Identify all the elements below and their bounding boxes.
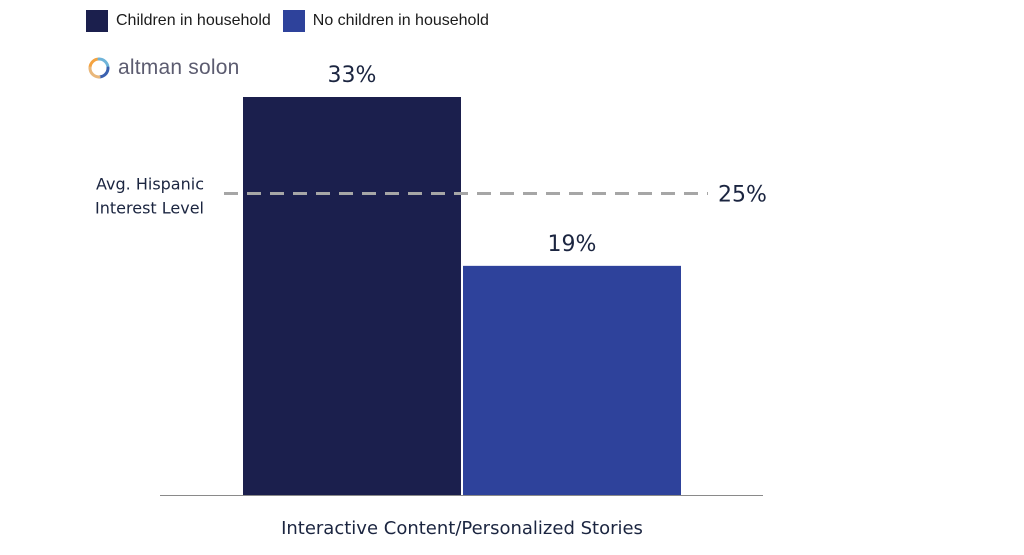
legend-swatch-no-children xyxy=(282,10,305,32)
category-label: Interactive Content/Personalized Stories xyxy=(281,518,643,539)
bar-no-children xyxy=(463,265,681,495)
bar-value-label-children: 33% xyxy=(328,63,377,88)
bars-group: 33% 19% xyxy=(243,63,681,495)
avg-reference-value-label: 25% xyxy=(718,182,767,207)
legend-label-no-children: No children in household xyxy=(312,12,489,29)
altman-solon-logo: altman solon xyxy=(86,55,239,81)
legend: Children in household No children in hou… xyxy=(86,10,501,32)
legend-swatch-children xyxy=(86,10,108,32)
avg-reference-caption-line-2: Interest Level xyxy=(95,198,204,217)
altman-solon-logo-icon xyxy=(88,57,110,79)
altman-solon-logo-text: altman solon xyxy=(118,56,240,79)
bar-value-label-no-children: 19% xyxy=(548,232,597,257)
legend-label-children: Children in household xyxy=(116,12,271,29)
legend-item-children: Children in household xyxy=(86,10,271,32)
legend-item-no-children: No children in household xyxy=(282,10,489,32)
bar-children xyxy=(243,97,461,495)
avg-reference-caption-line-1: Avg. Hispanic xyxy=(96,174,204,193)
